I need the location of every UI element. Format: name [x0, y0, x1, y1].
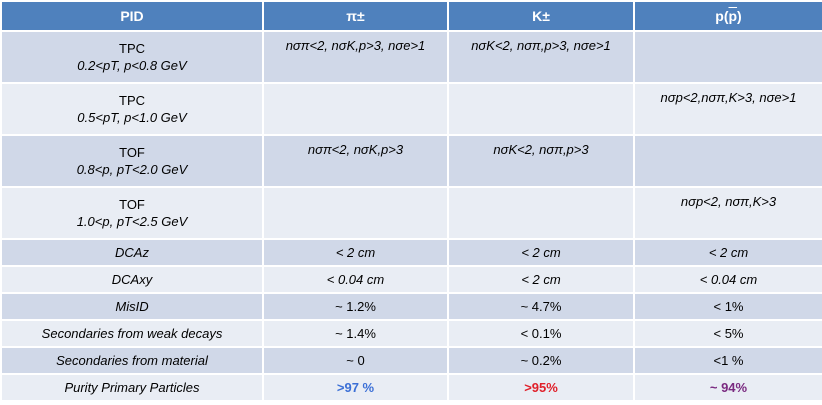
kaon-value: ~ 4.7% [447, 292, 635, 321]
proton-value: <1 % [633, 346, 822, 375]
pion-value: < 2 cm [262, 238, 449, 267]
header-proton-post: ) [737, 8, 742, 24]
row-label: TPC 0.5<pT, p<1.0 GeV [0, 82, 264, 136]
header-proton-pre: p( [715, 8, 729, 24]
header-kaon: K± [447, 0, 635, 32]
table-row: TOF 0.8<p, pT<2.0 GeV nσπ<2, nσK,p>3 nσK<… [0, 134, 822, 188]
pion-cut [262, 186, 449, 240]
row-label: DCAz [0, 238, 264, 267]
row-label: MisID [0, 292, 264, 321]
row-label: Secondaries from material [0, 346, 264, 375]
header-pid: PID [0, 0, 264, 32]
row-label: TOF 0.8<p, pT<2.0 GeV [0, 134, 264, 188]
row-label: Secondaries from weak decays [0, 319, 264, 348]
pion-purity: >97 % [262, 373, 449, 402]
table-row: TOF 1.0<p, pT<2.5 GeV nσp<2, nσπ,K>3 [0, 186, 822, 240]
header-row: PID π± K± p(p) [0, 0, 822, 32]
pion-value: ~ 1.4% [262, 319, 449, 348]
proton-value: < 2 cm [633, 238, 822, 267]
table-row: DCAxy < 0.04 cm < 2 cm < 0.04 cm [0, 265, 822, 294]
proton-value: < 5% [633, 319, 822, 348]
row-label: TOF 1.0<p, pT<2.5 GeV [0, 186, 264, 240]
proton-cut: nσp<2, nσπ,K>3 [633, 186, 822, 240]
kaon-purity: >95% [447, 373, 635, 402]
pion-cut: nσπ<2, nσK,p>3, nσe>1 [262, 30, 449, 84]
momentum-range: 0.5<pT, p<1.0 GeV [77, 110, 187, 125]
kaon-value: < 2 cm [447, 238, 635, 267]
pion-value: ~ 1.2% [262, 292, 449, 321]
kaon-value: ~ 0.2% [447, 346, 635, 375]
table-row: Purity Primary Particles >97 % >95% ~ 94… [0, 373, 822, 402]
pion-cut: nσπ<2, nσK,p>3 [262, 134, 449, 188]
table-row: Secondaries from material ~ 0 ~ 0.2% <1 … [0, 346, 822, 375]
proton-cut [633, 134, 822, 188]
table-row: TPC 0.5<pT, p<1.0 GeV nσp<2,nσπ,K>3, nσe>… [0, 82, 822, 136]
pion-cut [262, 82, 449, 136]
pion-value: ~ 0 [262, 346, 449, 375]
proton-value: < 0.04 cm [633, 265, 822, 294]
detector-label: TOF [119, 197, 145, 212]
kaon-cut [447, 82, 635, 136]
proton-value: < 1% [633, 292, 822, 321]
row-label: TPC 0.2<pT, p<0.8 GeV [0, 30, 264, 84]
momentum-range: 1.0<p, pT<2.5 GeV [76, 214, 188, 229]
pion-value: < 0.04 cm [262, 265, 449, 294]
detector-label: TPC [119, 41, 145, 56]
detector-label: TPC [119, 93, 145, 108]
kaon-value: < 2 cm [447, 265, 635, 294]
detector-label: TOF [119, 145, 145, 160]
proton-purity: ~ 94% [633, 373, 822, 402]
momentum-range: 0.2<pT, p<0.8 GeV [77, 58, 187, 73]
header-pion: π± [262, 0, 449, 32]
row-label: Purity Primary Particles [0, 373, 264, 402]
header-proton-bar: p [728, 8, 738, 24]
proton-cut [633, 30, 822, 84]
proton-cut: nσp<2,nσπ,K>3, nσe>1 [633, 82, 822, 136]
kaon-cut: nσK<2, nσπ,p>3, nσe>1 [447, 30, 635, 84]
table-row: MisID ~ 1.2% ~ 4.7% < 1% [0, 292, 822, 321]
table-row: DCAz < 2 cm < 2 cm < 2 cm [0, 238, 822, 267]
momentum-range: 0.8<p, pT<2.0 GeV [76, 162, 188, 177]
kaon-value: < 0.1% [447, 319, 635, 348]
row-label: DCAxy [0, 265, 264, 294]
kaon-cut [447, 186, 635, 240]
header-proton: p(p) [633, 0, 822, 32]
kaon-cut: nσK<2, nσπ,p>3 [447, 134, 635, 188]
table-row: Secondaries from weak decays ~ 1.4% < 0.… [0, 319, 822, 348]
table-row: TPC 0.2<pT, p<0.8 GeV nσπ<2, nσK,p>3, nσe… [0, 30, 822, 84]
